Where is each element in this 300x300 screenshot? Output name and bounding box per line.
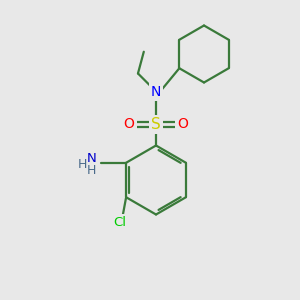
- Text: H: H: [87, 164, 96, 177]
- Text: N: N: [87, 152, 97, 165]
- Text: N: N: [151, 85, 161, 98]
- Text: Cl: Cl: [114, 216, 127, 229]
- Text: O: O: [178, 118, 188, 131]
- Text: S: S: [151, 117, 161, 132]
- Text: O: O: [124, 118, 134, 131]
- Text: H: H: [78, 158, 87, 171]
